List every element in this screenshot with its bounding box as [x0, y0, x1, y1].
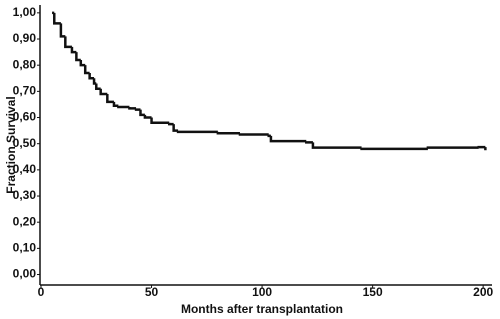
y-tick-label: 1,00: [13, 5, 37, 19]
survival-step: [176, 130, 218, 134]
survival-step: [238, 133, 269, 136]
y-axis-title: Fraction Survival: [4, 96, 18, 193]
survival-step: [143, 114, 152, 119]
x-tick-label: 50: [145, 285, 159, 299]
y-tick-label: 0,50: [13, 136, 37, 150]
survival-step: [53, 12, 61, 25]
x-tick-label: 0: [38, 285, 45, 299]
y-tick-label: 0,20: [13, 214, 37, 228]
survival-step: [426, 146, 479, 149]
survival-step: [128, 107, 137, 110]
y-tick-label: 0,00: [13, 267, 37, 281]
y-tick-label: 0,60: [13, 110, 37, 124]
survival-step: [360, 147, 428, 151]
survival-step: [64, 36, 72, 49]
survival-step: [139, 109, 145, 117]
survival-step: [112, 101, 119, 107]
y-tick-label: 0,90: [13, 31, 37, 45]
survival-step: [150, 117, 170, 125]
survival-step: [311, 142, 362, 149]
y-tick-label: 0,30: [13, 188, 37, 202]
survival-step: [75, 52, 81, 62]
survival-step: [167, 122, 174, 126]
survival-step: [269, 135, 307, 143]
survival-step: [106, 93, 114, 104]
survival-step: [134, 108, 141, 111]
survival-step: [305, 141, 313, 144]
survival-step: [99, 88, 108, 96]
survival-step: [88, 73, 95, 80]
survival-step: [70, 46, 77, 54]
survival-step: [216, 131, 240, 135]
y-tick-label: 0,70: [13, 84, 37, 98]
x-axis-title: Months after transplantation: [181, 302, 343, 316]
survival-step: [172, 124, 179, 132]
survival-step: [92, 78, 97, 85]
survival-step: [59, 23, 66, 38]
survival-step: [83, 65, 90, 75]
y-tick-label: 0,10: [13, 241, 37, 255]
x-tick-label: 200: [473, 285, 493, 299]
survival-step: [267, 134, 271, 138]
survival-step: [79, 59, 86, 67]
y-tick-label: 0,80: [13, 57, 37, 71]
survival-step: [117, 105, 130, 109]
survival-step: [477, 145, 486, 149]
x-tick-label: 150: [363, 285, 383, 299]
survival-step: [95, 83, 101, 90]
x-tick-label: 100: [252, 285, 272, 299]
y-tick-label: 0,40: [13, 162, 37, 176]
